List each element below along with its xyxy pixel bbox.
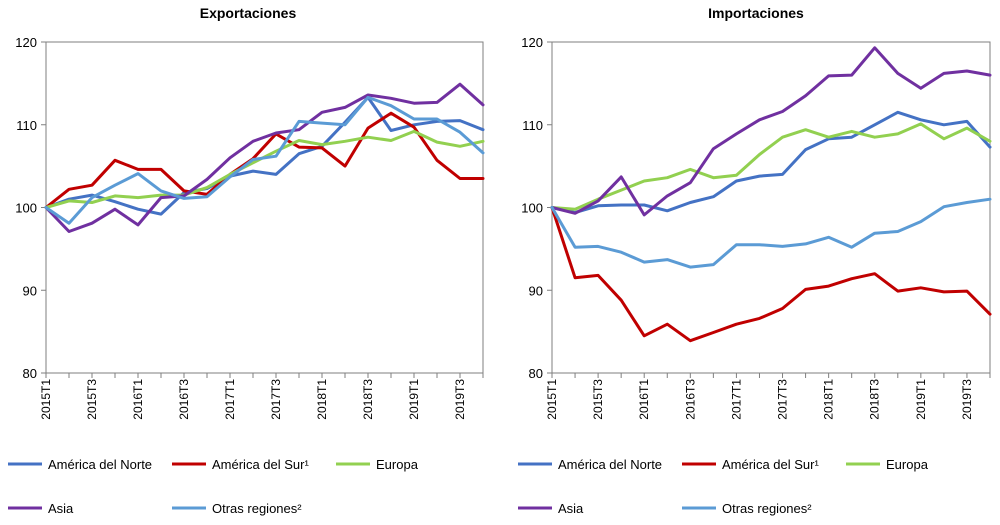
plot-frame	[45, 41, 484, 374]
y-tick-label: 80	[23, 366, 37, 381]
legend-label: Asia	[48, 501, 74, 516]
y-tick-label: 100	[521, 201, 543, 216]
x-tick-label: 2015T3	[85, 379, 99, 420]
x-tick-label: 2019T1	[914, 379, 928, 420]
legend-label: Asia	[558, 501, 584, 516]
x-tick-label: 2017T3	[269, 379, 283, 420]
x-tick-label: 2016T3	[683, 379, 697, 420]
legend-label: América del Sur¹	[212, 457, 309, 472]
legend-item: Europa	[336, 457, 419, 472]
series-line	[44, 111, 485, 209]
importaciones-chart: Importaciones 80 90 100 110 120 2015T1 2015T3 20…	[518, 5, 992, 516]
y-tick-label: 120	[15, 35, 37, 50]
x-tick-label: 2016T1	[637, 379, 651, 420]
series-line	[44, 82, 485, 233]
y-tick-label: 110	[16, 118, 37, 133]
x-tick-label: 2015T1	[39, 379, 53, 420]
legend-item: Asia	[8, 501, 74, 516]
y-tick-label: 80	[529, 366, 543, 381]
x-tick-label: 2019T3	[960, 379, 974, 420]
x-tick-label: 2017T3	[776, 379, 790, 420]
legend-item: Europa	[846, 457, 929, 472]
x-tick-label: 2018T3	[361, 379, 375, 420]
x-tick-label: 2018T1	[315, 379, 329, 420]
legend-label: Europa	[886, 457, 929, 472]
x-tick-label: 2019T3	[453, 379, 467, 420]
legend-label: América del Sur¹	[722, 457, 819, 472]
series-line	[550, 122, 992, 211]
x-tick-label: 2016T1	[131, 379, 145, 420]
legend-item: Asia	[518, 501, 584, 516]
exportaciones-chart: Exportaciones 80 90 100 110 120 2015T1 2015T3 20…	[8, 5, 485, 516]
chart-title: Exportaciones	[200, 5, 297, 21]
legend-item: América del Sur¹	[172, 457, 309, 472]
legend-label: Otras regiones²	[212, 501, 302, 516]
y-tick-label: 90	[23, 283, 37, 298]
series-line	[44, 95, 485, 225]
legend-label: América del Norte	[48, 457, 152, 472]
legend-item: América del Norte	[518, 457, 662, 472]
x-tick-label: 2019T1	[407, 379, 421, 420]
legend-label: Otras regiones²	[722, 501, 812, 516]
series-line	[550, 197, 992, 269]
x-tick-label: 2015T3	[591, 379, 605, 420]
legend-label: Europa	[376, 457, 419, 472]
chart-title: Importaciones	[708, 5, 804, 21]
x-tick-label: 2018T1	[822, 379, 836, 420]
x-tick-label: 2015T1	[545, 379, 559, 420]
legend-label: América del Norte	[558, 457, 662, 472]
y-tick-label: 110	[522, 118, 543, 133]
x-tick-label: 2016T3	[177, 379, 191, 420]
series-line	[550, 206, 992, 343]
x-tick-label: 2018T3	[868, 379, 882, 420]
plot-frame	[551, 41, 991, 374]
y-tick-label: 120	[521, 35, 543, 50]
legend-item: Otras regiones²	[682, 501, 812, 516]
legend-item: América del Norte	[8, 457, 152, 472]
series-line	[550, 46, 992, 217]
x-tick-label: 2017T1	[223, 379, 237, 420]
x-tick-label: 2017T1	[729, 379, 743, 420]
series-line	[44, 129, 485, 209]
y-tick-label: 100	[15, 201, 37, 216]
legend-item: Otras regiones²	[172, 501, 302, 516]
legend-item: América del Sur¹	[682, 457, 819, 472]
y-tick-label: 90	[529, 283, 543, 298]
series-line	[550, 110, 992, 214]
